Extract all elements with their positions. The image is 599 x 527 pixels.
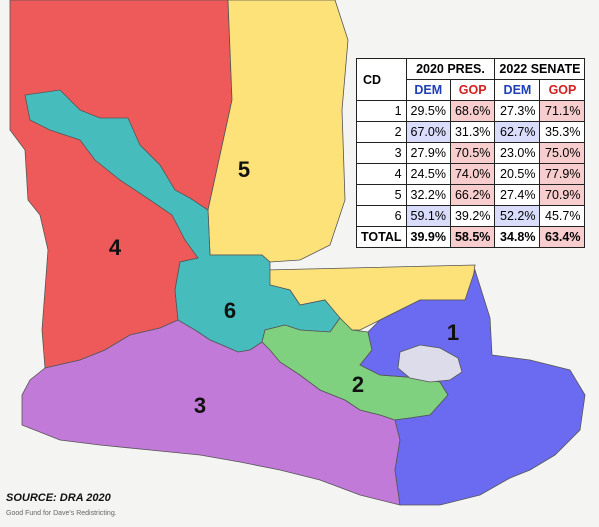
sen-dem-cell: 52.2% bbox=[494, 205, 541, 227]
district-2-label: 2 bbox=[352, 372, 364, 397]
sen-gop-cell: 75.0% bbox=[539, 142, 586, 164]
cd-cell: 1 bbox=[356, 100, 407, 122]
table-row: 6 59.1% 39.2% 52.2% 45.7% bbox=[356, 205, 586, 227]
pres-dem-cell: 67.0% bbox=[405, 121, 451, 143]
sen-dem-cell: 20.5% bbox=[494, 163, 541, 185]
pres-dem-cell: 59.1% bbox=[405, 205, 451, 227]
cd-cell: 3 bbox=[356, 142, 407, 164]
total-label: TOTAL bbox=[356, 226, 407, 248]
cd-cell: 4 bbox=[356, 163, 407, 185]
results-table: CD 2020 PRES. 2022 SENATE DEM GOP DEM GO… bbox=[356, 58, 586, 248]
credit-note: Good Fund for Dave's Redistricting. bbox=[6, 510, 117, 517]
total-sen-gop: 63.4% bbox=[539, 226, 586, 248]
pres-gop-cell: 39.2% bbox=[449, 205, 496, 227]
table-row: 5 32.2% 66.2% 27.4% 70.9% bbox=[356, 184, 586, 206]
results-body: 1 29.5% 68.6% 27.3% 71.1% 2 67.0% 31.3% 62.7% 35.… bbox=[356, 100, 586, 227]
sen-gop-cell: 70.9% bbox=[539, 184, 586, 206]
pres-dem-header: DEM bbox=[405, 79, 451, 101]
sen-gop-cell: 45.7% bbox=[539, 205, 586, 227]
senate-gop-header: GOP bbox=[539, 79, 586, 101]
senate-dem-header: DEM bbox=[494, 79, 541, 101]
pres-gop-cell: 66.2% bbox=[449, 184, 496, 206]
pres-dem-cell: 32.2% bbox=[405, 184, 451, 206]
district-3-label: 3 bbox=[194, 393, 206, 418]
sen-gop-cell: 77.9% bbox=[539, 163, 586, 185]
sen-dem-cell: 27.3% bbox=[494, 100, 541, 122]
sen-dem-cell: 62.7% bbox=[494, 121, 541, 143]
district-5-label: 5 bbox=[238, 157, 250, 182]
source-note: SOURCE: DRA 2020 bbox=[6, 492, 111, 504]
cd-header: CD bbox=[356, 58, 407, 101]
pres-header: 2020 PRES. bbox=[405, 58, 496, 80]
sen-gop-cell: 35.3% bbox=[539, 121, 586, 143]
pres-gop-cell: 68.6% bbox=[449, 100, 496, 122]
district-1-region bbox=[359, 268, 586, 506]
total-sen-dem: 34.8% bbox=[494, 226, 541, 248]
total-pres-gop: 58.5% bbox=[449, 226, 496, 248]
table-row: 1 29.5% 68.6% 27.3% 71.1% bbox=[356, 100, 586, 122]
cd-cell: 6 bbox=[356, 205, 407, 227]
pres-gop-cell: 70.5% bbox=[449, 142, 496, 164]
sen-dem-cell: 23.0% bbox=[494, 142, 541, 164]
pres-gop-header: GOP bbox=[449, 79, 496, 101]
pres-gop-cell: 31.3% bbox=[449, 121, 496, 143]
pres-dem-cell: 24.5% bbox=[405, 163, 451, 185]
district-4-label: 4 bbox=[109, 235, 122, 260]
pres-dem-cell: 27.9% bbox=[405, 142, 451, 164]
pres-dem-cell: 29.5% bbox=[405, 100, 451, 122]
new-orleans-area bbox=[397, 344, 463, 383]
district-1-label: 1 bbox=[447, 320, 459, 345]
sen-gop-cell: 71.1% bbox=[539, 100, 586, 122]
table-row: 3 27.9% 70.5% 23.0% 75.0% bbox=[356, 142, 586, 164]
district-6-label: 6 bbox=[224, 298, 236, 323]
sen-dem-cell: 27.4% bbox=[494, 184, 541, 206]
cd-cell: 2 bbox=[356, 121, 407, 143]
total-pres-dem: 39.9% bbox=[405, 226, 451, 248]
table-row: 2 67.0% 31.3% 62.7% 35.3% bbox=[356, 121, 586, 143]
senate-header: 2022 SENATE bbox=[494, 58, 586, 80]
table-row: 4 24.5% 74.0% 20.5% 77.9% bbox=[356, 163, 586, 185]
cd-cell: 5 bbox=[356, 184, 407, 206]
total-row: TOTAL 39.9% 58.5% 34.8% 63.4% bbox=[356, 226, 586, 248]
pres-gop-cell: 74.0% bbox=[449, 163, 496, 185]
